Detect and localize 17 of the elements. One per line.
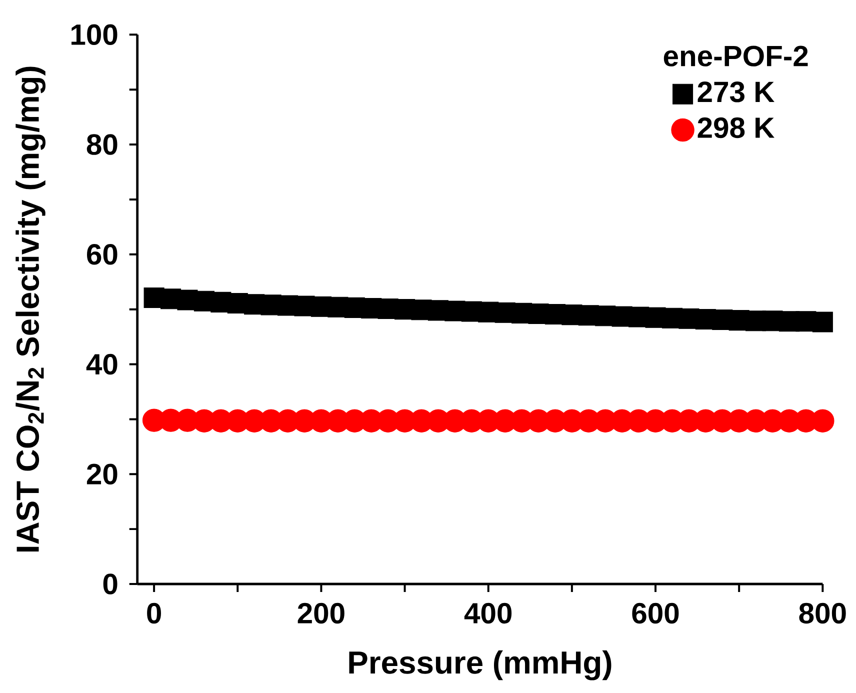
legend-label: 298 K <box>698 117 774 138</box>
y-tick-label: 40 <box>86 354 118 374</box>
x-tick-label: 400 <box>464 602 512 624</box>
point <box>812 312 833 332</box>
x-axis-title: Pressure (mmHg) <box>349 650 612 680</box>
x-tick-label: 0 <box>147 602 161 624</box>
y-tick-label: 100 <box>72 24 118 45</box>
y-tick-label: 0 <box>103 573 118 594</box>
legend-label: 273 K <box>698 81 774 102</box>
y-axis-title: IAST CO$_{2}$/N$_{2}$ Selectivity (mg/mg) <box>16 66 46 552</box>
legend-title: ene-POF-2 <box>664 46 808 66</box>
x-tick-label: 800 <box>799 602 846 624</box>
y-tick-label: 20 <box>86 464 118 484</box>
y-tick-label: 60 <box>87 244 118 265</box>
x-tick-label: 600 <box>632 602 679 624</box>
y-tick-label: 80 <box>86 134 118 155</box>
x-tick-label: 200 <box>298 602 344 624</box>
